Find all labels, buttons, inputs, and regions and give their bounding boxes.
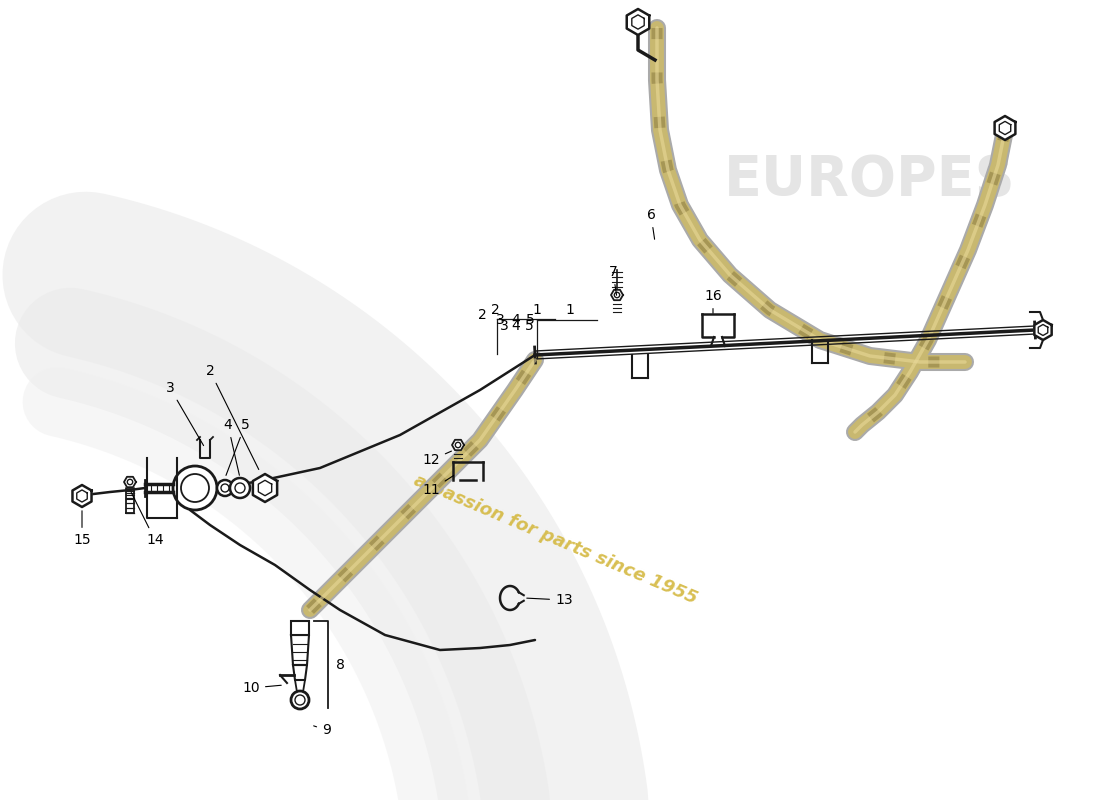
Polygon shape [627,9,649,35]
Text: 2: 2 [491,303,499,317]
Text: 1: 1 [532,303,541,317]
Circle shape [221,484,229,492]
Polygon shape [994,116,1015,140]
Circle shape [295,695,305,705]
Polygon shape [253,474,277,502]
Text: 10: 10 [242,681,282,695]
Circle shape [182,474,209,502]
Text: 3: 3 [166,381,204,446]
Text: EUROPES: EUROPES [724,153,1015,207]
Bar [292,621,309,635]
Text: 5: 5 [526,313,535,327]
Text: 2: 2 [478,308,487,322]
Text: 4: 4 [512,319,520,333]
Polygon shape [73,485,91,507]
Text: 2: 2 [206,364,258,470]
Text: 16: 16 [704,289,722,314]
Text: 13: 13 [527,593,573,607]
Circle shape [235,483,245,493]
Text: 5: 5 [226,418,250,475]
Text: 1: 1 [565,303,574,317]
Text: 8: 8 [336,658,345,672]
Text: 3: 3 [496,313,505,327]
Text: a passion for parts since 1955: a passion for parts since 1955 [410,472,700,608]
Text: 9: 9 [314,723,331,737]
Polygon shape [610,290,623,300]
Circle shape [614,292,619,298]
Polygon shape [452,440,464,450]
Text: 4: 4 [223,418,240,475]
Circle shape [230,478,250,498]
Circle shape [455,442,461,448]
Circle shape [292,691,309,709]
Polygon shape [1034,320,1052,340]
Text: 12: 12 [422,451,451,467]
Text: 6: 6 [647,208,656,239]
Text: 3: 3 [499,319,508,333]
Circle shape [217,480,233,496]
Text: 14: 14 [131,493,164,547]
Text: 11: 11 [422,475,453,497]
Text: 7: 7 [608,265,617,295]
Text: 4: 4 [512,313,520,327]
Polygon shape [124,477,136,487]
Text: 15: 15 [74,510,91,547]
Circle shape [173,466,217,510]
Circle shape [128,479,133,485]
Text: 5: 5 [525,319,533,333]
